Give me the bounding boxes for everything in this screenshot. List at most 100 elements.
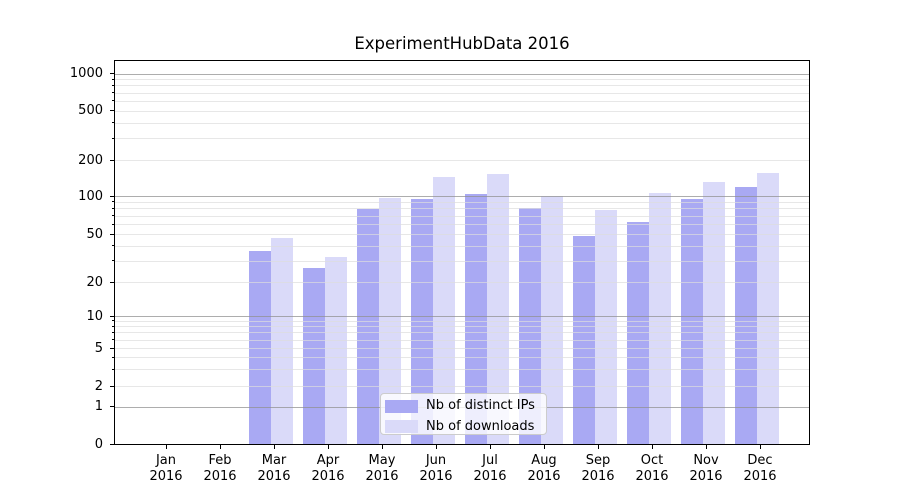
bar-downloads-oct: [649, 193, 671, 445]
gridline-minor-8: [115, 326, 809, 328]
y-minor-tick-30: [111, 260, 114, 262]
y-tick-5: [109, 347, 114, 349]
gridline-minor-400: [115, 122, 809, 124]
y-tick-label-1000: 1000: [69, 66, 103, 81]
y-tick-label-2: 2: [94, 378, 103, 394]
y-minor-tick-4: [111, 356, 114, 358]
legend-label-downloads: Nb of downloads: [426, 418, 535, 434]
chart-title: ExperimentHubData 2016: [354, 34, 570, 53]
x-tick-label-feb: Feb 2016: [203, 453, 237, 484]
y-tick-20: [109, 281, 114, 283]
x-tick-aug: [543, 445, 545, 449]
y-tick-label-100: 100: [78, 188, 103, 204]
y-minor-tick-900: [111, 78, 114, 80]
gridline-minor-20: [115, 282, 809, 283]
gridline-major-10: [115, 316, 809, 317]
bar-distinct-ips-mar: [249, 251, 271, 445]
y-tick-label-200: 200: [78, 152, 103, 168]
gridline-minor-90: [115, 201, 809, 203]
gridline-major-1000: [115, 73, 809, 75]
y-minor-tick-400: [111, 122, 114, 124]
x-tick-label-sep: Sep 2016: [581, 453, 615, 484]
x-tick-feb: [219, 445, 221, 449]
y-minor-tick-300: [111, 137, 114, 139]
gridline-minor-3: [115, 369, 809, 371]
x-tick-label-jul: Jul 2016: [473, 453, 507, 484]
y-tick-label-10: 10: [86, 308, 103, 324]
x-tick-mar: [273, 445, 275, 449]
bar-downloads-dec: [757, 172, 779, 445]
y-minor-tick-7: [111, 331, 114, 333]
x-tick-label-mar: Mar 2016: [257, 453, 291, 484]
bar-downloads-jun: [433, 177, 455, 445]
x-tick-jan: [165, 445, 167, 449]
gridline-minor-600: [115, 100, 809, 102]
legend-label-distinct-ips: Nb of distinct IPs: [426, 398, 535, 413]
gridline-minor-70: [115, 215, 809, 217]
y-tick-label-0: 0: [94, 437, 103, 452]
gridline-minor-500: [115, 110, 809, 112]
gridline-minor-6: [115, 339, 809, 341]
y-tick-500: [109, 110, 114, 111]
gridline-minor-700: [115, 92, 809, 94]
y-minor-tick-8: [111, 325, 114, 327]
gridline-minor-50: [115, 234, 809, 235]
x-tick-label-jan: Jan 2016: [149, 453, 183, 484]
x-tick-label-apr: Apr 2016: [311, 453, 345, 484]
legend: Nb of distinct IPs Nb of downloads: [380, 393, 547, 435]
x-tick-jun: [435, 445, 437, 449]
x-tick-dec: [759, 445, 761, 449]
gridline-major-100: [115, 196, 809, 197]
y-tick-100: [109, 195, 114, 197]
bar-downloads-mar: [271, 238, 293, 445]
bar-downloads-jul: [487, 173, 509, 445]
legend-swatch-distinct-ips: [385, 399, 418, 413]
x-tick-label-may: May 2016: [365, 453, 399, 484]
gridline-minor-4: [115, 357, 809, 359]
gridline-minor-80: [115, 208, 809, 210]
x-tick-apr: [327, 445, 329, 449]
y-tick-label-500: 500: [78, 103, 103, 118]
bar-distinct-ips-jul: [465, 194, 487, 445]
y-minor-tick-80: [111, 207, 114, 209]
gridline-minor-300: [115, 138, 809, 140]
x-tick-oct: [651, 445, 653, 449]
gridline-minor-2: [115, 386, 809, 387]
bar-distinct-ips-nov: [681, 199, 703, 445]
gridline-minor-800: [115, 85, 809, 87]
y-tick-label-5: 5: [94, 340, 103, 356]
bar-distinct-ips-jun: [411, 199, 433, 445]
gridline-minor-5: [115, 348, 809, 349]
x-tick-label-jun: Jun 2016: [419, 453, 453, 484]
y-tick-50: [109, 233, 114, 235]
x-tick-jul: [489, 445, 491, 449]
plot-border: [114, 60, 810, 445]
gridline-minor-200: [115, 160, 809, 161]
gridline-minor-40: [115, 245, 809, 247]
y-tick-2: [109, 385, 114, 387]
x-tick-may: [381, 445, 383, 449]
y-minor-tick-6: [111, 339, 114, 341]
legend-swatch-downloads: [385, 420, 418, 433]
y-tick-label-1: 1: [94, 399, 103, 414]
y-minor-tick-600: [111, 100, 114, 102]
gridline-minor-9: [115, 320, 809, 322]
x-tick-label-aug: Aug 2016: [527, 453, 561, 484]
gridline-minor-60: [115, 224, 809, 225]
y-minor-tick-3: [111, 368, 114, 370]
bar-downloads-apr: [325, 257, 347, 445]
gridline-minor-30: [115, 260, 809, 262]
y-tick-1000: [109, 73, 114, 74]
y-tick-200: [109, 159, 114, 161]
y-minor-tick-90: [111, 201, 114, 203]
bar-downloads-nov: [703, 181, 725, 445]
y-minor-tick-60: [111, 223, 114, 225]
y-tick-label-50: 50: [86, 226, 103, 242]
gridline-minor-900: [115, 79, 809, 81]
bar-distinct-ips-dec: [735, 186, 757, 445]
x-tick-sep: [597, 445, 599, 449]
x-tick-nov: [705, 445, 707, 449]
y-minor-tick-9: [111, 320, 114, 322]
